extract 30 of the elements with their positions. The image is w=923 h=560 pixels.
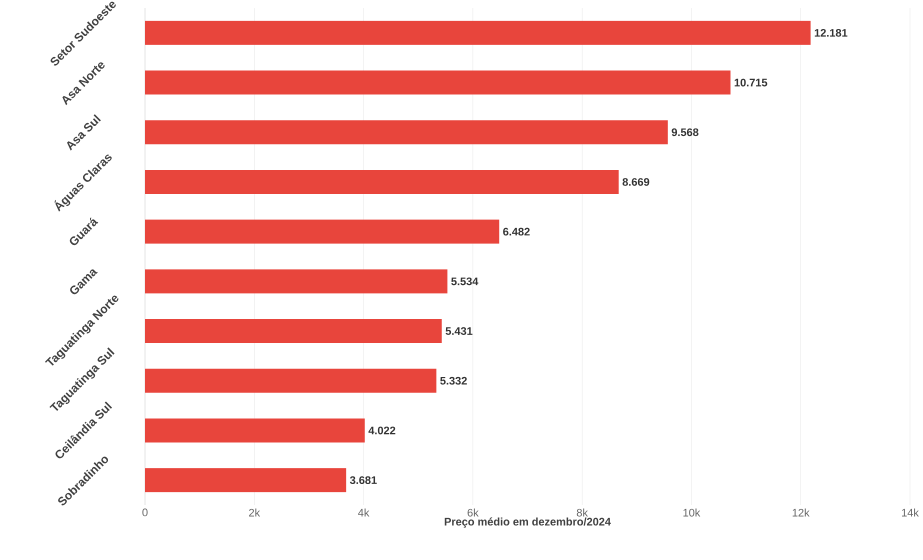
- x-tick-label: 2k: [249, 508, 260, 516]
- bar: [145, 70, 731, 95]
- bar: [145, 220, 500, 244]
- x-tick-label: 4k: [358, 508, 370, 516]
- data-label: 5.534: [451, 277, 478, 286]
- data-label: 6.482: [503, 228, 530, 236]
- data-label: 10.715: [734, 78, 768, 86]
- data-label: 5.431: [446, 327, 472, 335]
- x-tick-label: 14k: [902, 508, 919, 516]
- data-label: 5.332: [440, 376, 467, 385]
- bar: [145, 468, 346, 492]
- x-tick-label: 6k: [468, 508, 479, 517]
- x-axis-title: Preço médio em dezembro/2024: [444, 517, 611, 528]
- bar: [145, 120, 668, 144]
- y-tick-label: Asa Sul: [67, 114, 101, 151]
- x-tick-label: 10k: [683, 508, 700, 517]
- bar: [145, 319, 442, 344]
- data-label: 3.681: [350, 476, 377, 484]
- data-label: 12.181: [814, 28, 848, 37]
- bar: [145, 269, 448, 294]
- bar: [145, 368, 436, 393]
- x-tick-label: 0: [142, 508, 148, 516]
- bar: [145, 418, 365, 442]
- data-label: 4.022: [368, 426, 396, 434]
- data-label: 8.669: [622, 178, 650, 186]
- x-tick-label: 8k: [576, 508, 588, 517]
- x-tick-label: 12k: [792, 508, 810, 516]
- bar: [145, 170, 619, 194]
- data-label: 9.568: [672, 128, 698, 136]
- bar: [145, 20, 811, 45]
